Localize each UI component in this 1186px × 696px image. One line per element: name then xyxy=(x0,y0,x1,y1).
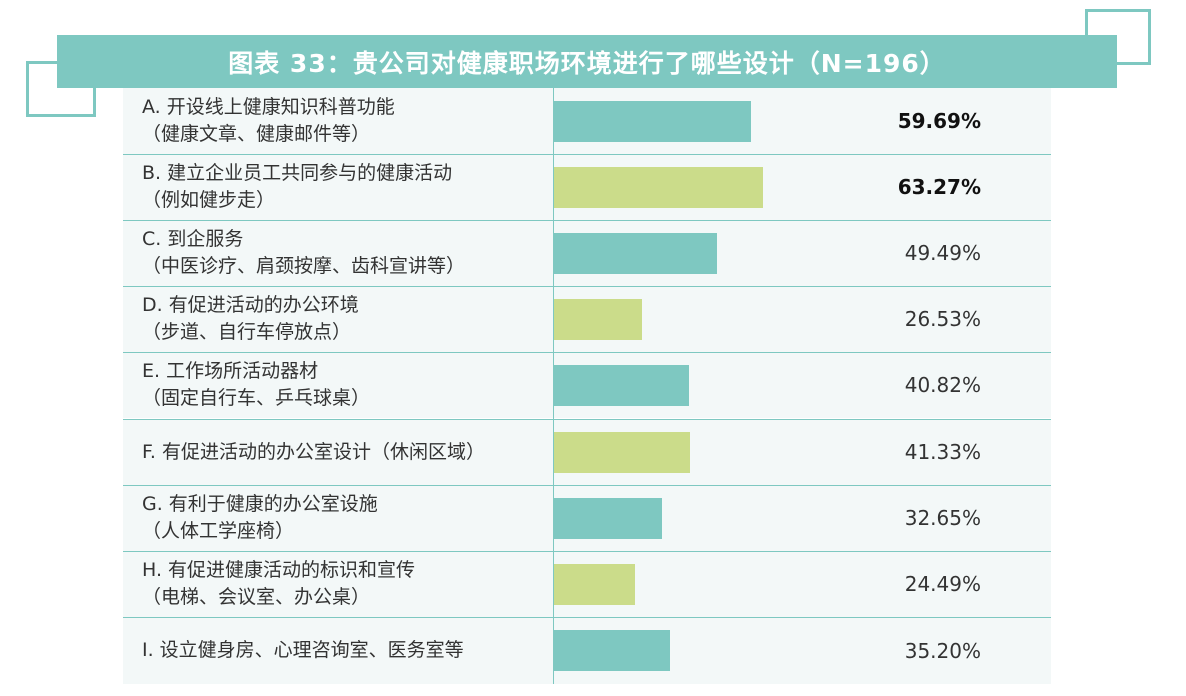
chart-title: 图表 33：贵公司对健康职场环境进行了哪些设计（N=196） xyxy=(57,35,1117,88)
category-label-line2: （步道、自行车停放点） xyxy=(142,321,352,343)
bar-chart-table: A. 开设线上健康知识科普功能 （健康文章、健康邮件等） 59.69% B. 建立企业… xyxy=(123,88,1051,684)
category-label: B. 建立企业员工共同参与的健康活动 （例如健步走） xyxy=(142,154,547,220)
value-label: 41.33% xyxy=(904,440,981,464)
chart-row: D. 有促进活动的办公环境 （步道、自行车停放点） 26.53% xyxy=(123,286,1051,352)
bar xyxy=(554,365,689,406)
value-label: 63.27% xyxy=(897,175,981,199)
row-divider xyxy=(123,286,1051,287)
category-label: F. 有促进活动的办公室设计（休闲区域） xyxy=(142,419,547,485)
category-label-line2: （健康文章、健康邮件等） xyxy=(142,123,371,145)
category-label-line2: （固定自行车、乒乓球桌） xyxy=(142,387,371,409)
category-label: E. 工作场所活动器材 （固定自行车、乒乓球桌） xyxy=(142,352,547,418)
category-label: C. 到企服务 （中医诊疗、肩颈按摩、齿科宣讲等） xyxy=(142,220,547,286)
category-label-line1: F. 有促进活动的办公室设计（休闲区域） xyxy=(142,440,485,463)
chart-row: I. 设立健身房、心理咨询室、医务室等 35.20% xyxy=(123,617,1051,684)
chart-row: E. 工作场所活动器材 （固定自行车、乒乓球桌） 40.82% xyxy=(123,352,1051,418)
row-divider xyxy=(123,352,1051,353)
row-divider xyxy=(123,220,1051,221)
column-divider xyxy=(553,88,554,684)
bar xyxy=(554,432,690,473)
category-label-line1: B. 建立企业员工共同参与的健康活动 xyxy=(142,162,453,184)
value-label: 59.69% xyxy=(897,109,981,133)
value-label: 24.49% xyxy=(904,572,981,596)
row-divider xyxy=(123,617,1051,618)
chart-row: F. 有促进活动的办公室设计（休闲区域） 41.33% xyxy=(123,419,1051,485)
value-label: 32.65% xyxy=(904,506,981,530)
category-label-line1: G. 有利于健康的办公室设施 xyxy=(142,493,378,515)
category-label-line1: D. 有促进活动的办公环境 xyxy=(142,294,359,316)
bar xyxy=(554,498,662,539)
bar xyxy=(554,167,763,208)
category-label-line2: （电梯、会议室、办公桌） xyxy=(142,586,371,608)
category-label-line1: H. 有促进健康活动的标识和宣传 xyxy=(142,559,416,581)
chart-row: A. 开设线上健康知识科普功能 （健康文章、健康邮件等） 59.69% xyxy=(123,88,1051,154)
category-label-line1: I. 设立健身房、心理咨询室、医务室等 xyxy=(142,639,464,661)
category-label-line2: （中医诊疗、肩颈按摩、齿科宣讲等） xyxy=(142,255,466,277)
row-divider xyxy=(123,485,1051,486)
category-label-line1: A. 开设线上健康知识科普功能 xyxy=(142,96,395,118)
category-label-line2: （例如健步走） xyxy=(142,189,276,211)
value-label: 49.49% xyxy=(904,241,981,265)
category-label-line1: E. 工作场所活动器材 xyxy=(142,360,319,382)
bar xyxy=(554,101,751,142)
category-label: I. 设立健身房、心理咨询室、医务室等 xyxy=(142,617,547,684)
category-label: A. 开设线上健康知识科普功能 （健康文章、健康邮件等） xyxy=(142,88,547,154)
chart-row: G. 有利于健康的办公室设施 （人体工学座椅） 32.65% xyxy=(123,485,1051,551)
category-label: G. 有利于健康的办公室设施 （人体工学座椅） xyxy=(142,485,547,551)
value-label: 26.53% xyxy=(904,307,981,331)
chart-row: C. 到企服务 （中医诊疗、肩颈按摩、齿科宣讲等） 49.49% xyxy=(123,220,1051,286)
category-label: D. 有促进活动的办公环境 （步道、自行车停放点） xyxy=(142,286,547,352)
category-label: H. 有促进健康活动的标识和宣传 （电梯、会议室、办公桌） xyxy=(142,551,547,617)
chart-row: B. 建立企业员工共同参与的健康活动 （例如健步走） 63.27% xyxy=(123,154,1051,220)
bar xyxy=(554,630,670,671)
category-label-line2: （人体工学座椅） xyxy=(142,520,295,542)
bar xyxy=(554,233,717,274)
bar xyxy=(554,564,635,605)
chart-row: H. 有促进健康活动的标识和宣传 （电梯、会议室、办公桌） 24.49% xyxy=(123,551,1051,617)
row-divider xyxy=(123,154,1051,155)
value-label: 35.20% xyxy=(904,638,981,663)
category-label-line1: C. 到企服务 xyxy=(142,228,244,250)
bar xyxy=(554,299,642,340)
row-divider xyxy=(123,419,1051,420)
row-divider xyxy=(123,551,1051,552)
value-label: 40.82% xyxy=(904,373,981,397)
